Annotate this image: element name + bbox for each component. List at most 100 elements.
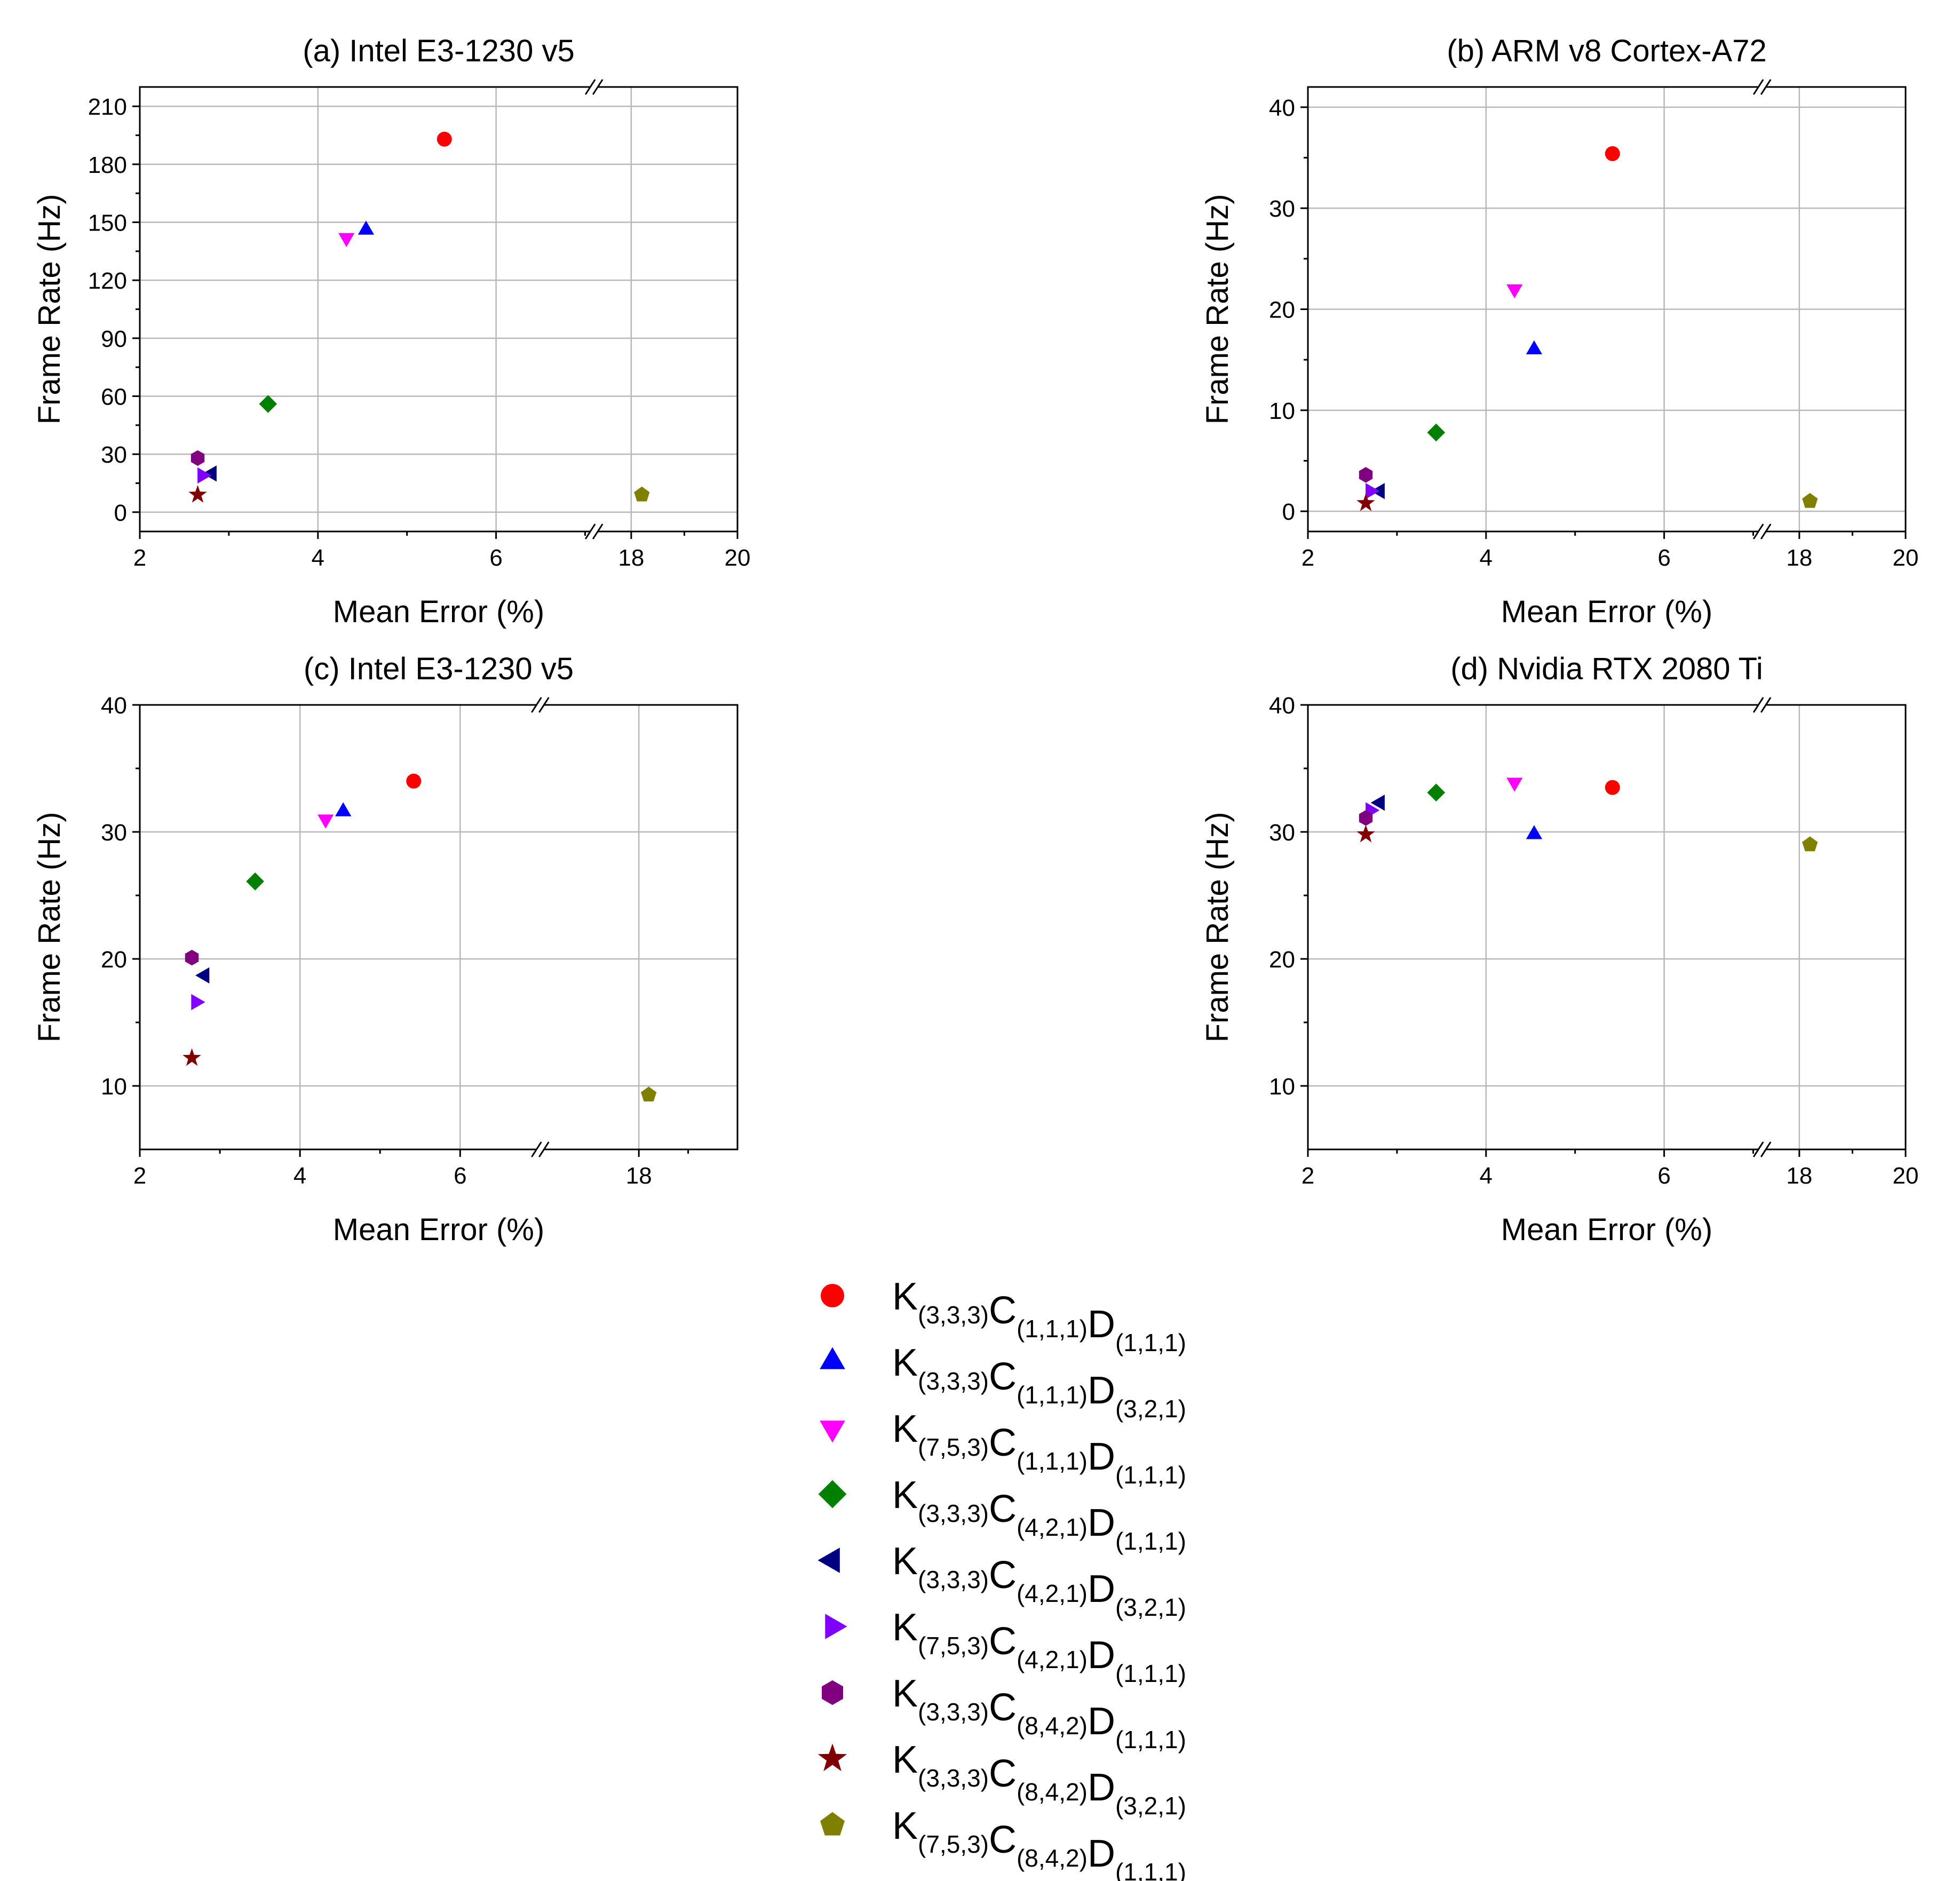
legend-entry-k753_c421_d111: K(7,5,3)C(4,2,1)D(1,1,1) <box>825 1606 1186 1687</box>
y-tick-label: 120 <box>88 268 127 294</box>
legend-label: K(7,5,3)C(1,1,1)D(1,1,1) <box>892 1408 1186 1489</box>
legend-entry-k333_c111_d321: K(3,3,3)C(1,1,1)D(3,2,1) <box>820 1342 1186 1423</box>
legend-entry-k333_c421_d321: K(3,3,3)C(4,2,1)D(3,2,1) <box>818 1540 1186 1621</box>
data-point-k333_c111_d111 <box>406 773 422 789</box>
data-point-k333_c421_d111 <box>1427 423 1446 442</box>
data-point-k333_c842_d111 <box>191 450 205 466</box>
data-point-k333_c421_d111 <box>246 872 264 891</box>
x-tick-label: 6 <box>1657 1163 1670 1189</box>
x-tick-label: 18 <box>618 545 644 571</box>
y-tick-label: 30 <box>101 442 127 468</box>
legend-marker <box>818 1547 840 1573</box>
data-point-k333_c111_d111 <box>1605 780 1620 795</box>
data-point-k333_c842_d111 <box>1359 810 1373 826</box>
legend-label: K(3,3,3)C(4,2,1)D(3,2,1) <box>892 1540 1186 1621</box>
chart-title: (b) ARM v8 Cortex-A72 <box>1447 34 1767 68</box>
axis-break-mark <box>592 523 604 539</box>
axis-break-mark <box>1752 697 1764 713</box>
data-point-k333_c421_d321 <box>195 967 210 984</box>
data-point-k333_c842_d111 <box>1359 467 1373 483</box>
x-tick-label: 2 <box>133 545 146 571</box>
axis-break-gap <box>590 84 599 90</box>
axis-break-mark <box>1760 1141 1772 1157</box>
plot-frame <box>139 86 739 533</box>
x-tick-label: 20 <box>1893 545 1919 571</box>
data-point-k333_c842_d321 <box>1356 824 1375 843</box>
legend-label: K(3,3,3)C(1,1,1)D(1,1,1) <box>892 1275 1186 1356</box>
x-tick-label: 2 <box>1302 545 1314 571</box>
data-point-k333_c842_d321 <box>188 485 207 503</box>
legend-label: K(3,3,3)C(1,1,1)D(3,2,1) <box>892 1342 1186 1423</box>
legend: K(3,3,3)C(1,1,1)D(1,1,1)K(3,3,3)C(1,1,1)… <box>818 1275 1186 1881</box>
y-axis-label: Frame Rate (Hz) <box>1200 812 1235 1043</box>
data-point-k333_c421_d321 <box>1370 795 1385 811</box>
axis-break-mark <box>1752 523 1764 539</box>
plot-frame <box>1307 704 1907 1150</box>
y-tick-label: 180 <box>88 152 127 178</box>
axis-break-gap <box>536 702 545 708</box>
axis-break-mark <box>1760 523 1772 539</box>
axis-break-mark <box>1760 697 1772 713</box>
y-tick-label: 20 <box>1269 947 1295 973</box>
y-tick-label: 40 <box>1269 693 1295 719</box>
y-tick-label: 60 <box>101 384 127 410</box>
data-point-k753_c111_d111 <box>318 814 334 829</box>
legend-marker <box>820 1812 845 1836</box>
legend-label: K(7,5,3)C(8,4,2)D(1,1,1) <box>892 1805 1186 1881</box>
chart-panel-d: 10 20 30 40 2 4 6 18 20 (d) Nvidia RTX 2080 Ti Mea… <box>1200 652 1918 1247</box>
axis-break-mark <box>584 523 596 539</box>
axis-break-gap <box>1758 702 1767 708</box>
x-tick-label: 2 <box>1302 1163 1314 1189</box>
x-tick-label: 6 <box>454 1163 466 1189</box>
chart-panel-b: 0 10 20 30 40 2 4 6 18 20 (b) ARM v8 Cortex-A72 Mea… <box>1200 34 1918 629</box>
data-point-k333_c111_d321 <box>335 802 352 816</box>
y-tick-label: 20 <box>101 947 127 973</box>
x-tick-label: 4 <box>293 1163 306 1189</box>
data-point-k333_c842_d321 <box>1356 493 1375 511</box>
data-point-k753_c842_d111 <box>634 486 650 502</box>
legend-entry-k753_c842_d111: K(7,5,3)C(8,4,2)D(1,1,1) <box>820 1805 1186 1881</box>
axis-break-mark <box>531 697 542 713</box>
data-point-k753_c111_d111 <box>338 233 355 247</box>
x-axis-label: Mean Error (%) <box>333 1212 544 1247</box>
x-tick-label: 20 <box>1893 1163 1919 1189</box>
y-axis-label: Frame Rate (Hz) <box>32 812 67 1043</box>
legend-label: K(3,3,3)C(8,4,2)D(3,2,1) <box>892 1739 1186 1820</box>
x-axis-label: Mean Error (%) <box>1501 1212 1712 1247</box>
data-point-k333_c421_d321 <box>202 465 217 482</box>
legend-label: K(3,3,3)C(8,4,2)D(1,1,1) <box>892 1672 1186 1753</box>
axis-break-mark <box>531 1141 542 1157</box>
chart-title: (d) Nvidia RTX 2080 Ti <box>1450 652 1763 686</box>
legend-entry-k333_c111_d111: K(3,3,3)C(1,1,1)D(1,1,1) <box>821 1275 1186 1356</box>
data-point-k333_c842_d321 <box>182 1048 201 1066</box>
chart-title: (a) Intel E3-1230 v5 <box>303 34 574 68</box>
legend-marker <box>820 1347 845 1369</box>
x-tick-label: 4 <box>1480 1163 1493 1189</box>
legend-marker <box>818 1480 847 1509</box>
x-axis-label: Mean Error (%) <box>1501 594 1712 629</box>
axis-break-mark <box>538 1141 550 1157</box>
data-point-k753_c111_d111 <box>1506 777 1523 792</box>
legend-marker <box>818 1743 847 1772</box>
x-tick-label: 18 <box>1786 545 1812 571</box>
axis-break-mark <box>584 79 596 95</box>
legend-marker <box>821 1284 844 1307</box>
data-point-k333_c842_d111 <box>185 949 199 966</box>
data-point-k333_c111_d321 <box>1526 340 1543 354</box>
data-point-k753_c842_d111 <box>1802 493 1818 508</box>
axis-break-mark <box>592 79 604 95</box>
data-point-k753_c111_d111 <box>1506 284 1523 299</box>
data-point-k333_c111_d111 <box>1605 146 1620 161</box>
legend-marker <box>822 1680 843 1705</box>
data-point-k753_c842_d111 <box>641 1086 657 1102</box>
legend-marker <box>825 1614 847 1639</box>
y-tick-label: 10 <box>101 1074 127 1100</box>
y-tick-label: 30 <box>1269 196 1295 222</box>
axis-break-mark <box>1752 79 1764 95</box>
axis-break-gap <box>1758 529 1767 534</box>
data-point-k753_c842_d111 <box>1802 836 1818 852</box>
legend-marker <box>820 1420 845 1443</box>
y-tick-label: 30 <box>101 820 127 846</box>
data-point-k333_c421_d111 <box>259 395 277 413</box>
chart-title: (c) Intel E3-1230 v5 <box>304 652 574 686</box>
